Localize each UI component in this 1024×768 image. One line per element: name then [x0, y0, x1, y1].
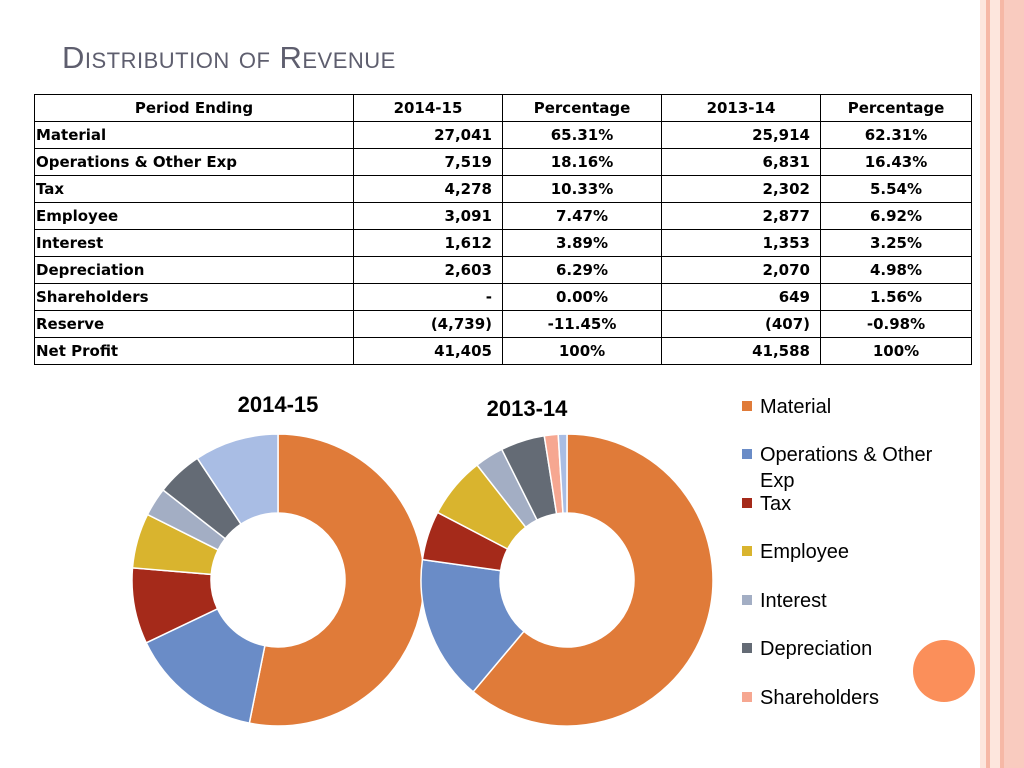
- table-cell: Employee: [34, 202, 354, 230]
- table-cell: 16.43%: [820, 148, 972, 176]
- slide-title: Distribution of Revenue: [62, 40, 396, 75]
- table-row: Net Profit 41,405 100% 41,588 100%: [34, 337, 972, 365]
- table-cell: 0.00%: [502, 283, 662, 311]
- chart-title: 2013-14: [487, 396, 569, 421]
- column-header: Percentage: [820, 94, 972, 122]
- column-header: 2013-14: [661, 94, 821, 122]
- table-row: Operations & Other Exp 7,519 18.16% 6,831 16…: [34, 148, 972, 176]
- legend-swatch: [742, 692, 752, 702]
- table-cell: 1.56%: [820, 283, 972, 311]
- table-cell: 1,612: [353, 229, 503, 257]
- slide-edge-decoration: [980, 0, 1024, 768]
- table-cell: 6.29%: [502, 256, 662, 284]
- legend-swatch: [742, 401, 752, 411]
- legend-label: Depreciation: [760, 638, 872, 660]
- table-row: Depreciation 2,603 6.29% 2,070 4.98%: [34, 256, 972, 284]
- chart-title: 2014-15: [238, 392, 319, 417]
- legend-label: Shareholders: [760, 687, 879, 709]
- legend-label: Interest: [760, 590, 827, 612]
- legend-swatch: [742, 643, 752, 653]
- table-cell: 100%: [820, 337, 972, 365]
- accent-circle: [913, 640, 975, 702]
- table-cell: 2,302: [661, 175, 821, 203]
- column-header: Period Ending: [34, 94, 354, 122]
- table-cell: 25,914: [661, 121, 821, 149]
- table-cell: Tax: [34, 175, 354, 203]
- table-row: Reserve (4,739) -11.45% (407) -0.98%: [34, 310, 972, 338]
- table-cell: Interest: [34, 229, 354, 257]
- table-cell: 4,278: [353, 175, 503, 203]
- table-cell: 2,070: [661, 256, 821, 284]
- table-cell: Net Profit: [34, 337, 354, 365]
- table-cell: Reserve: [34, 310, 354, 338]
- table-row: Material 27,041 65.31% 25,914 62.31%: [34, 121, 972, 149]
- table-cell: 65.31%: [502, 121, 662, 149]
- table-cell: 62.31%: [820, 121, 972, 149]
- column-header: 2014-15: [353, 94, 503, 122]
- table-cell: 5.54%: [820, 175, 972, 203]
- table-cell: Operations & Other Exp: [34, 148, 354, 176]
- legend-label: Employee: [760, 541, 849, 563]
- table-row: Shareholders -0.00% 649 1.56%: [34, 283, 972, 311]
- legend-label: Operations & Other Exp: [760, 444, 933, 492]
- table-cell: 3.89%: [502, 229, 662, 257]
- table-cell: Material: [34, 121, 354, 149]
- table-cell: 41,405: [353, 337, 503, 365]
- legend-swatch: [742, 546, 752, 556]
- table-cell: 4.98%: [820, 256, 972, 284]
- table-row: Tax 4,278 10.33% 2,302 5.54%: [34, 175, 972, 203]
- legend-swatch: [742, 449, 752, 459]
- table-header-row: Period Ending 2014-15 Percentage 2013-14…: [34, 94, 972, 122]
- legend-swatch: [742, 595, 752, 605]
- donut-slice-material: [248, 433, 425, 727]
- table-cell: (407): [661, 310, 821, 338]
- legend-label: Material: [760, 396, 831, 418]
- table-cell: 3,091: [353, 202, 503, 230]
- table-cell: 100%: [502, 337, 662, 365]
- table-cell: (4,739): [353, 310, 503, 338]
- table-cell: 649: [661, 283, 821, 311]
- donut-slice-operations-other-exp: [420, 558, 525, 693]
- legend-label: Tax: [760, 493, 791, 515]
- revenue-table: Period Ending 2014-15 Percentage 2013-14…: [34, 94, 972, 365]
- donut-slice-reserve: [557, 433, 568, 514]
- legend-swatch: [742, 498, 752, 508]
- donut-slice-material: [472, 433, 714, 727]
- table-cell: 7,519: [353, 148, 503, 176]
- table-cell: 3.25%: [820, 229, 972, 257]
- donut-slice-reserve: [196, 433, 279, 526]
